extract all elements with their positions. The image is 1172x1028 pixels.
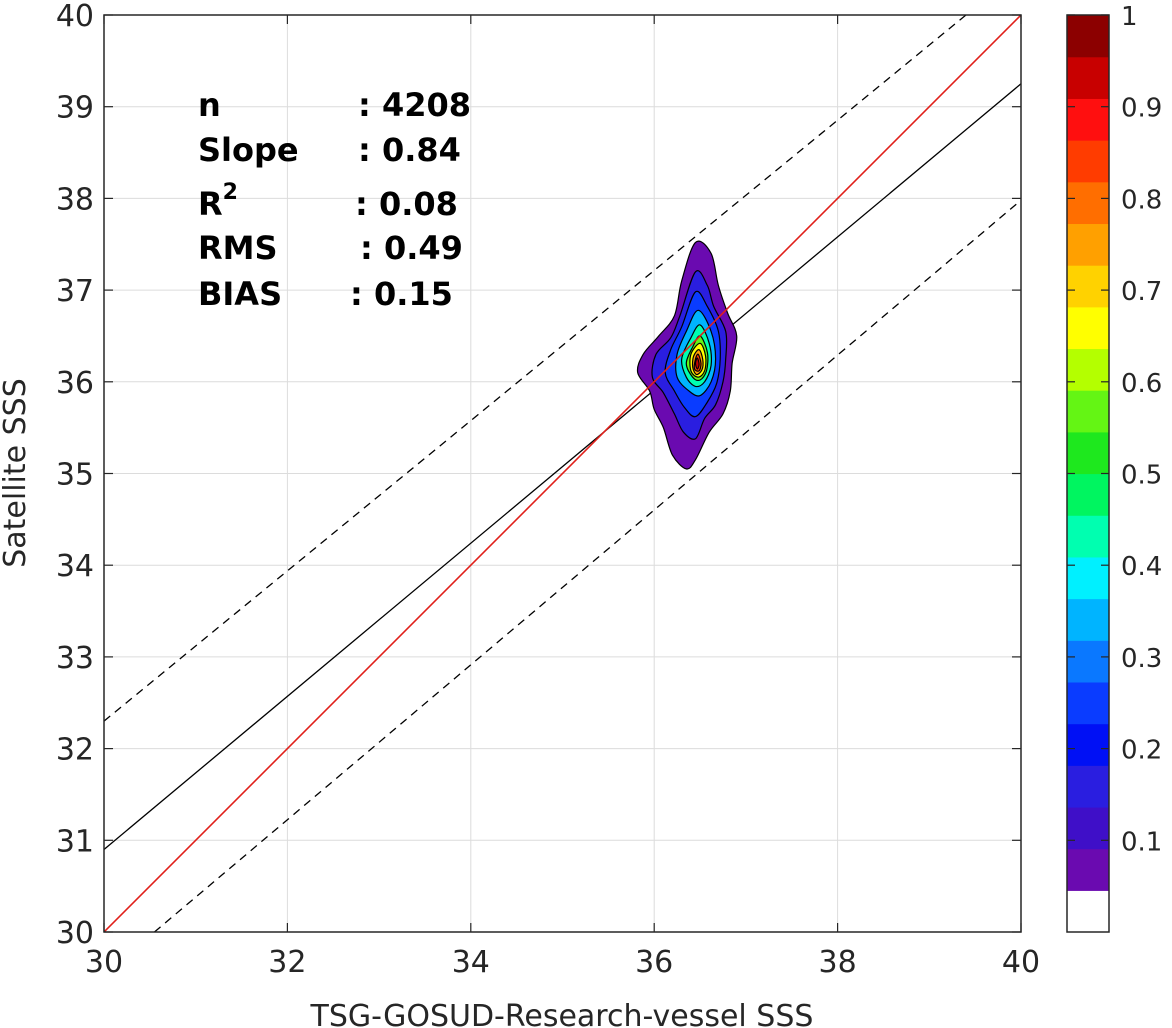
- colorbar-tick-label: 1: [1121, 2, 1138, 32]
- stat-r2-label: R2: [198, 180, 238, 223]
- colorbar-segment: [1067, 765, 1109, 808]
- stat-slope-label: Slope: [198, 131, 299, 169]
- colorbar-tick-label: 0.4: [1121, 552, 1162, 582]
- x-axis-label: TSG-GOSUD-Research-vessel SSS: [310, 999, 814, 1028]
- y-tick-label: 36: [56, 366, 94, 401]
- colorbar-tick-label: 0.2: [1121, 736, 1162, 766]
- x-tick-label: 34: [452, 945, 490, 980]
- grid-lines: [104, 15, 1021, 932]
- colorbar-segment: [1067, 140, 1109, 183]
- colorbar-segment: [1067, 515, 1109, 558]
- colorbar-tick-label: 0.5: [1121, 461, 1162, 491]
- y-tick-label: 37: [56, 274, 94, 309]
- x-tick-labels: 30 32 34 36 38 40: [85, 945, 1040, 980]
- stat-rms-value: : 0.49: [360, 229, 463, 267]
- regression-line: [104, 83, 1021, 850]
- colorbar-segment: [1067, 681, 1109, 725]
- colorbar-segment: [1067, 390, 1109, 433]
- x-tick-label: 36: [635, 945, 673, 980]
- colorbar-segment: [1067, 806, 1109, 850]
- colorbar-segment: [1067, 890, 1109, 933]
- colorbar-tick-label: 0.1: [1121, 827, 1162, 857]
- y-tick-label: 32: [56, 733, 94, 768]
- density-contour-level: [694, 357, 700, 370]
- colorbar-segment: [1067, 98, 1109, 141]
- upper-bound-line: [104, 15, 967, 722]
- x-tick-label: 30: [85, 945, 123, 980]
- colorbar-tick-label: 0.3: [1121, 644, 1162, 674]
- colorbar-segment: [1067, 265, 1109, 308]
- colorbar-segment: [1067, 598, 1109, 641]
- y-tick-label: 39: [56, 91, 94, 126]
- lower-bound-line: [154, 199, 1021, 932]
- colorbar-tick-label: 0.8: [1121, 185, 1162, 215]
- y-tick-label: 35: [56, 458, 94, 493]
- y-tick-label: 40: [56, 0, 94, 34]
- colorbar-segment: [1067, 723, 1109, 766]
- x-tick-label: 38: [819, 945, 857, 980]
- colorbar-segment: [1067, 556, 1109, 600]
- y-tick-label: 30: [56, 916, 94, 951]
- stat-rms-label: RMS: [198, 229, 278, 267]
- colorbar-segment: [1067, 223, 1109, 266]
- colorbar-segment: [1067, 306, 1109, 350]
- colorbar-ticks: 0.1 0.2 0.3 0.4 0.5 0.6 0.7 0.8 0.9 1: [1067, 2, 1162, 857]
- colorbar-segment: [1067, 15, 1109, 58]
- stat-n-label: n: [198, 86, 221, 124]
- colorbar-segment: [1067, 56, 1109, 99]
- reference-lines-front: [104, 15, 1021, 932]
- y-tick-label: 38: [56, 182, 94, 217]
- plot-frame: [103, 14, 1022, 933]
- y-tick-labels: 30 31 32 33 34 35 36 37 38 39 40: [56, 0, 94, 951]
- reference-lines-behind: [104, 15, 1021, 932]
- y-tick-label: 33: [56, 641, 94, 676]
- density-contours: [636, 240, 738, 470]
- stat-bias-value: : 0.15: [350, 275, 453, 313]
- colorbar-segment: [1067, 348, 1109, 391]
- colorbar-segment: [1067, 640, 1109, 683]
- stat-slope-value: : 0.84: [358, 131, 461, 169]
- stats-box: n : 4208 Slope : 0.84 R2 : 0.08 RMS : 0.…: [198, 86, 471, 313]
- colorbar-tick-label: 0.7: [1121, 277, 1162, 307]
- x-tick-label: 40: [1002, 945, 1040, 980]
- one-to-one-line: [104, 15, 1021, 932]
- colorbar-segment: [1067, 473, 1109, 516]
- colorbar-segment: [1067, 848, 1109, 891]
- colorbar-segment: [1067, 181, 1109, 225]
- colorbar: [1067, 15, 1109, 933]
- colorbar-tick-label: 0.6: [1121, 369, 1162, 399]
- x-tick-label: 32: [268, 945, 306, 980]
- colorbar-segment: [1067, 431, 1109, 475]
- y-tick-label: 31: [56, 824, 94, 859]
- colorbar-tick-label: 0.9: [1121, 94, 1162, 124]
- stat-r2-value: : 0.08: [355, 185, 458, 223]
- stat-n-value: : 4208: [358, 86, 471, 124]
- stat-bias-label: BIAS: [198, 275, 282, 313]
- y-axis-label: Satellite SSS: [0, 378, 33, 568]
- y-tick-label: 34: [56, 549, 94, 584]
